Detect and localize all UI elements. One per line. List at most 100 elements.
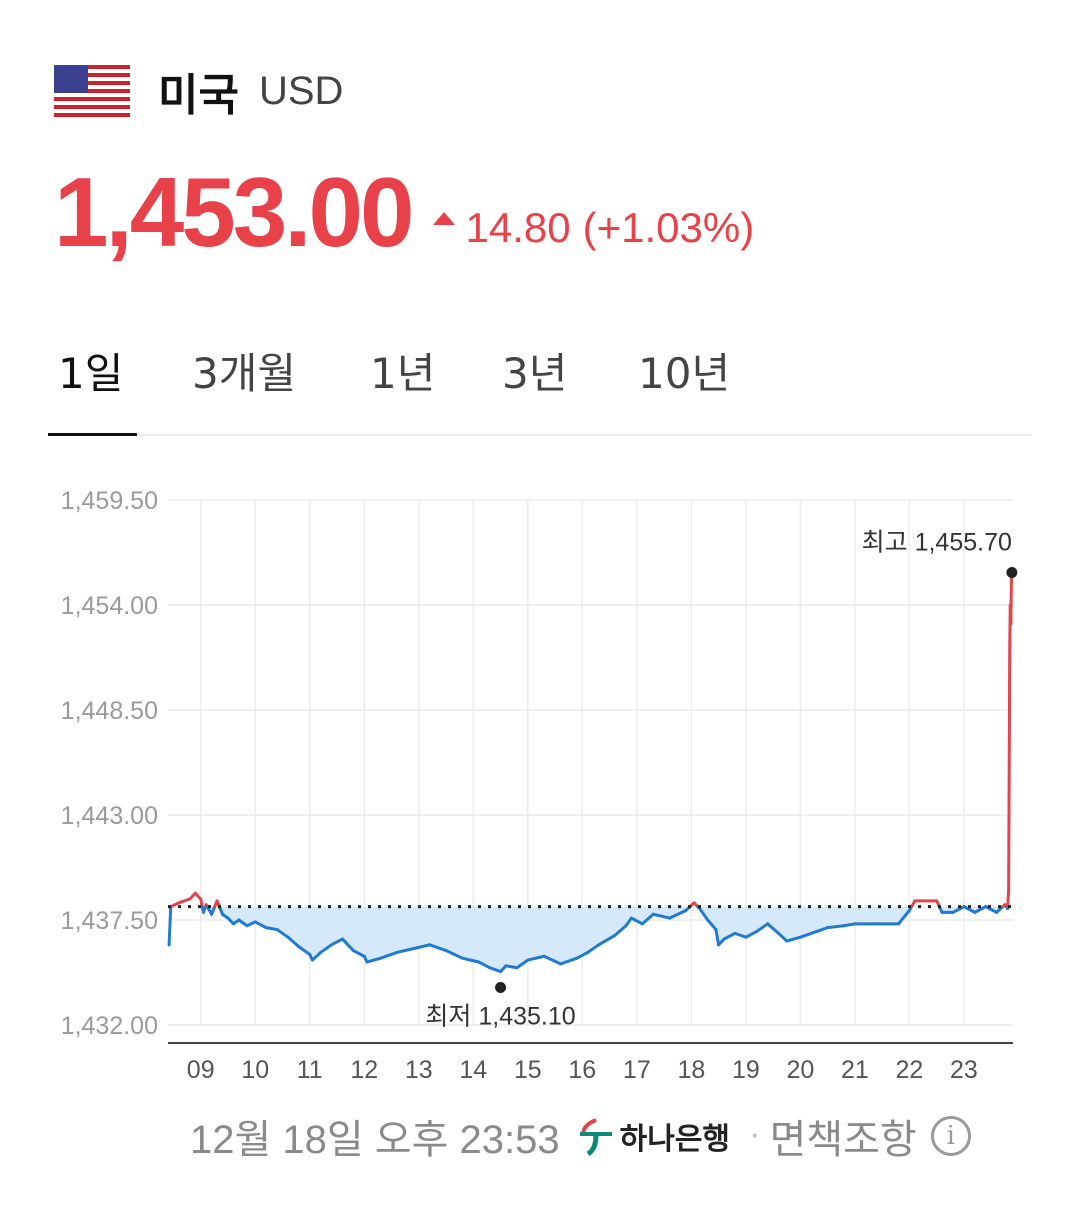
hana-bank-logo-icon	[579, 1118, 612, 1156]
series-segment	[428, 943, 448, 953]
tab-3m[interactable]: 3개월	[192, 349, 297, 398]
rate-chart[interactable]: 1,459.50 1,454.00 1,448.50 1,443.00 1,437.50…	[0, 460, 1080, 1100]
y-tick-label: 1,432.00	[61, 1012, 158, 1040]
series-segment	[624, 916, 633, 928]
x-tick-label: 15	[514, 1056, 542, 1084]
active-tab-indicator	[48, 433, 137, 436]
series-segment	[714, 928, 721, 947]
series-segment	[444, 949, 464, 960]
series-segment	[629, 916, 644, 926]
series-segment	[310, 950, 323, 962]
series-segment	[668, 908, 688, 920]
currency-code: USD	[258, 68, 344, 113]
x-tick-label: 10	[241, 1056, 269, 1084]
y-tick-label: 1,454.00	[61, 592, 158, 620]
x-tick-label: 16	[568, 1056, 596, 1084]
x-tick-label: 09	[187, 1056, 215, 1084]
info-icon[interactable]: i	[930, 1116, 971, 1156]
x-tick-label: 12	[350, 1056, 378, 1084]
x-tick-label: 22	[896, 1056, 924, 1084]
series-segment	[286, 935, 301, 949]
series-segment	[826, 924, 846, 930]
series-segment	[798, 929, 819, 939]
low-point-marker	[495, 982, 507, 994]
series-segment	[245, 920, 257, 928]
tab-10y[interactable]: 10년	[638, 349, 731, 398]
series-segment	[559, 956, 579, 966]
timestamp: 12월 18일 오후 23:53	[190, 1118, 560, 1162]
bank-source[interactable]: 하나은행	[576, 1114, 730, 1158]
series-segment	[264, 926, 279, 932]
period-tabs: 1일 3개월 1년 3년 10년	[48, 330, 1032, 436]
us-flag-icon	[54, 65, 130, 117]
series-segment	[706, 918, 718, 932]
series-segment	[785, 935, 802, 943]
series-segment	[575, 950, 590, 960]
series-segment	[755, 922, 770, 933]
high-point-marker	[1006, 567, 1018, 579]
y-tick-label: 1,437.50	[61, 907, 158, 935]
series-segment	[640, 912, 655, 926]
series-segment	[319, 943, 334, 954]
y-tick-label: 1,459.50	[61, 487, 158, 515]
series-segment	[733, 931, 748, 939]
series-segment	[597, 933, 617, 947]
rate-change: 14.80 (+1.03%)	[433, 204, 754, 252]
tab-3y[interactable]: 3년	[502, 349, 568, 398]
series-segment	[951, 905, 966, 914]
price-row: 1,453.00 14.80 (+1.03%)	[54, 152, 754, 262]
tab-1d[interactable]: 1일	[58, 349, 124, 398]
bank-name: 하나은행	[619, 1122, 731, 1157]
series-segment	[766, 922, 781, 935]
series-segment	[777, 931, 789, 943]
y-tick-label: 1,443.00	[61, 802, 158, 830]
series-segment	[275, 928, 290, 939]
series-segment	[526, 954, 546, 962]
series-segment	[515, 958, 530, 970]
separator-dot: ·	[750, 1118, 760, 1154]
x-tick-label: 20	[786, 1056, 814, 1084]
series-segment	[340, 937, 355, 953]
series-segment	[613, 924, 628, 937]
below-baseline-area	[169, 906, 1012, 972]
series-segment	[411, 943, 432, 951]
series-segment	[460, 956, 481, 964]
series-segment	[842, 922, 857, 928]
series-segment	[330, 937, 344, 947]
low-label: 최저 1,435.10	[425, 1003, 575, 1031]
series-segment	[379, 950, 399, 960]
currency-header: 미국 USD	[54, 62, 344, 121]
series-segment	[169, 901, 181, 909]
series-segment	[698, 907, 710, 922]
series-segment	[897, 908, 911, 926]
series-segment	[395, 947, 415, 954]
x-tick-label: 23	[950, 1056, 978, 1084]
series-segment	[973, 905, 988, 914]
x-tick-label: 17	[623, 1056, 651, 1084]
x-tick-label: 11	[297, 1056, 323, 1084]
series-segment	[351, 949, 366, 958]
change-percent: (+1.03%)	[582, 204, 755, 251]
series-segment	[1007, 647, 1012, 893]
high-label: 최고 1,455.70	[862, 529, 1012, 557]
series-segment	[962, 905, 977, 914]
x-tick-label: 14	[459, 1056, 487, 1084]
disclaimer-link[interactable]: 면책조항	[769, 1117, 917, 1163]
series-segment	[253, 920, 268, 930]
series-segment	[488, 966, 503, 974]
y-tick-label: 1,448.50	[61, 697, 158, 725]
tab-1y[interactable]: 1년	[370, 349, 436, 398]
x-tick-label: 18	[677, 1056, 705, 1084]
up-arrow-icon	[433, 211, 456, 225]
x-tick-label: 19	[732, 1056, 760, 1084]
series-segment	[542, 954, 563, 966]
change-amount: 14.80	[465, 204, 571, 251]
footer: 12월 18일 오후 23:53 하나은행 · 면책조항 i	[190, 1106, 971, 1166]
series-segment	[1006, 889, 1011, 909]
series-segment	[1009, 580, 1013, 626]
country-name: 미국	[158, 70, 239, 121]
series-segment	[651, 912, 672, 920]
current-rate: 1,453.00	[54, 157, 414, 267]
series-segment	[504, 964, 519, 970]
series-segment	[167, 905, 173, 947]
